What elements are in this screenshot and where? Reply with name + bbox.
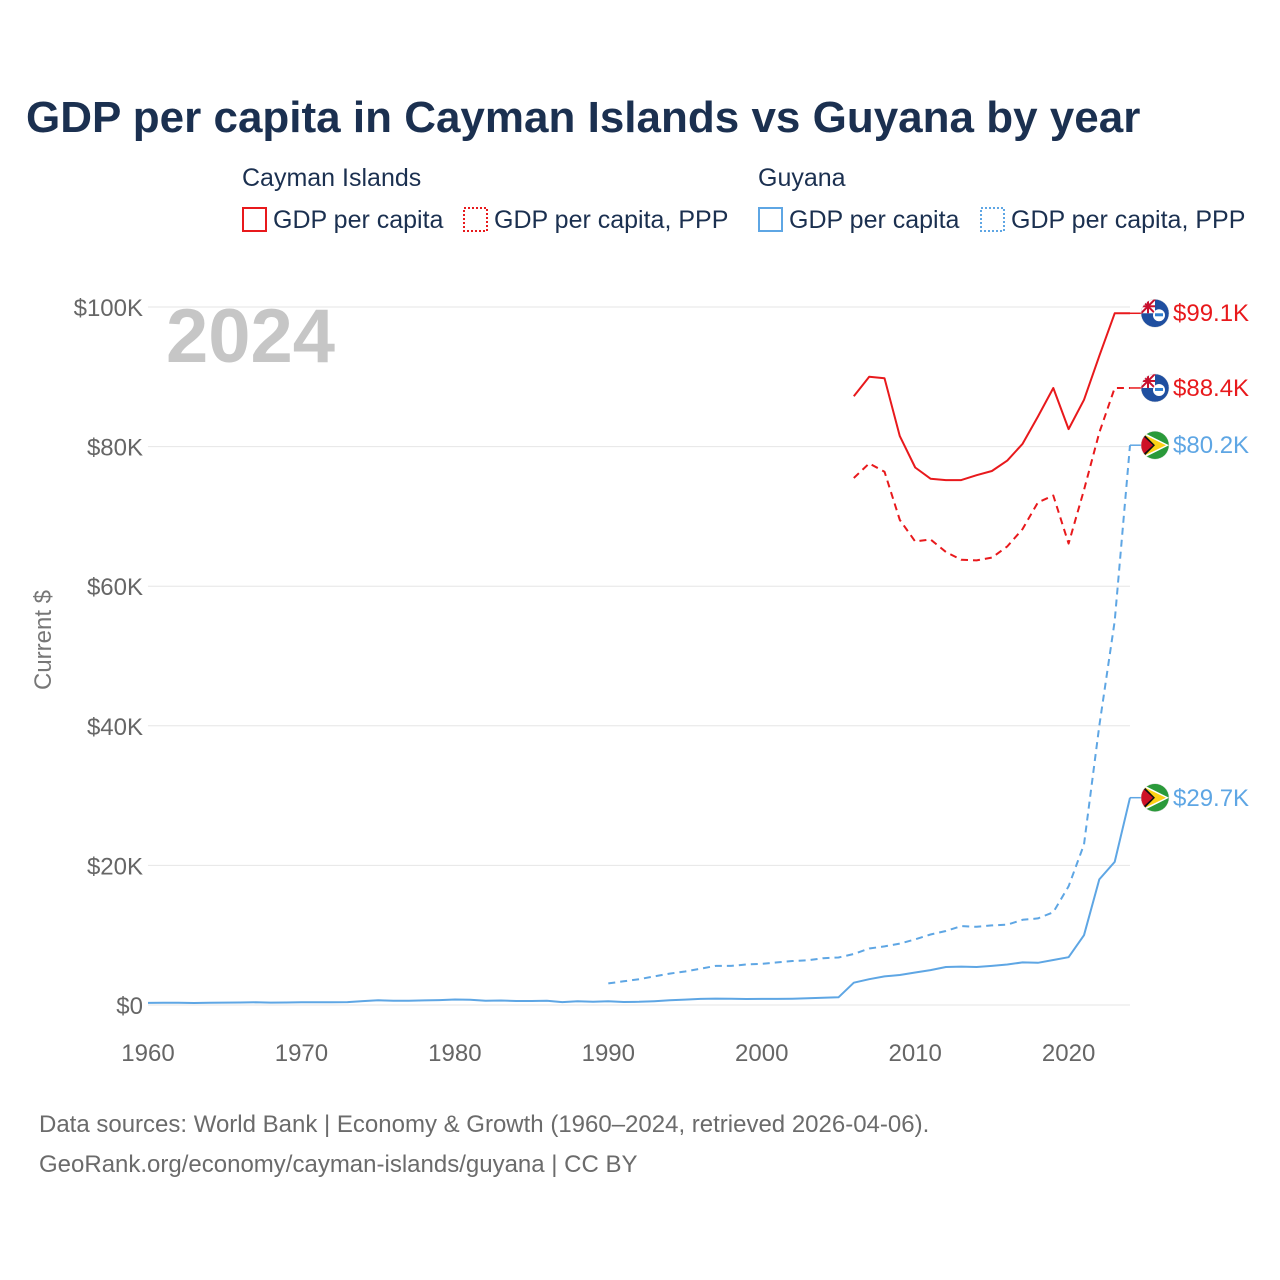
- legend-item-guyana-ppp: GDP per capita, PPP: [1011, 206, 1245, 234]
- end-value-label: $29.7K: [1173, 785, 1249, 812]
- y-tick-label: $20K: [87, 853, 143, 880]
- y-tick-label: $40K: [87, 714, 143, 741]
- legend-group-cayman: Cayman Islands: [242, 164, 421, 192]
- legend-item-cayman-ppp: GDP per capita, PPP: [494, 206, 728, 234]
- end-value-label: $99.1K: [1173, 300, 1249, 327]
- end-value-label: $80.2K: [1173, 432, 1249, 459]
- axis-ticks: $0 $20K $40K $60K $80K $100K 1960 1970 1980 1990 2…: [74, 295, 1096, 1067]
- cayman-islands-flag-icon: [1140, 373, 1170, 403]
- end-markers: $99.1K $88.4K $29.7K $80.2K: [1130, 299, 1249, 812]
- year-watermark: 2024: [166, 294, 335, 379]
- x-tick-label: 2000: [735, 1040, 788, 1067]
- x-tick-label: 2010: [888, 1040, 941, 1067]
- y-tick-label: $0: [116, 993, 143, 1020]
- x-tick-label: 1970: [275, 1040, 328, 1067]
- legend-swatch-cayman-gdp: [242, 207, 267, 232]
- legend-swatch-guyana-gdp: [758, 207, 783, 232]
- legend-item-guyana-gdp: GDP per capita: [789, 206, 960, 234]
- source-line-2: GeoRank.org/economy/cayman-islands/guyan…: [39, 1151, 638, 1178]
- legend: Cayman Islands GDP per capita GDP per ca…: [242, 164, 1245, 234]
- legend-item-cayman-gdp: GDP per capita: [273, 206, 444, 234]
- legend-swatch-cayman-ppp: [463, 207, 488, 232]
- cayman-islands-flag-icon: [1140, 299, 1170, 328]
- series-line: [608, 445, 1131, 985]
- y-tick-label: $100K: [74, 295, 143, 322]
- x-tick-label: 1960: [121, 1040, 174, 1067]
- series: [147, 312, 1131, 1004]
- series-line: [853, 387, 1130, 562]
- chart-title: GDP per capita in Cayman Islands vs Guya…: [26, 93, 1140, 142]
- end-value-label: $88.4K: [1173, 375, 1249, 402]
- x-tick-label: 1980: [428, 1040, 481, 1067]
- y-tick-label: $60K: [87, 574, 143, 601]
- y-tick-label: $80K: [87, 435, 143, 462]
- x-tick-label: 2020: [1042, 1040, 1095, 1067]
- guyana-flag-icon: [1140, 783, 1170, 812]
- source-line-1: Data sources: World Bank | Economy & Gro…: [39, 1111, 929, 1138]
- series-line: [147, 797, 1131, 1004]
- gridlines: [148, 306, 1130, 1006]
- series-line: [853, 312, 1130, 482]
- legend-group-guyana: Guyana: [758, 164, 846, 192]
- legend-swatch-guyana-ppp: [980, 207, 1005, 232]
- x-tick-label: 1990: [582, 1040, 635, 1067]
- guyana-flag-icon: [1140, 430, 1170, 460]
- y-axis-label: Current $: [30, 590, 57, 690]
